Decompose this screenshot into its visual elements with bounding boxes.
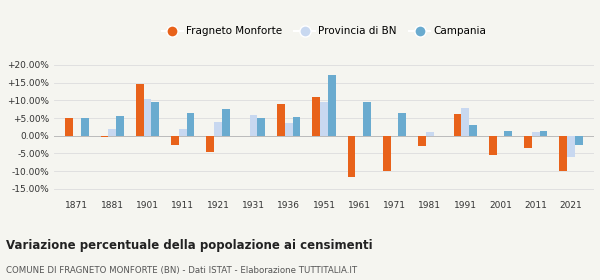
- Bar: [489, 136, 497, 155]
- Bar: [222, 109, 230, 136]
- Bar: [524, 136, 532, 148]
- Bar: [257, 118, 265, 136]
- Bar: [136, 84, 143, 136]
- Bar: [187, 113, 194, 136]
- Bar: [328, 75, 335, 136]
- Bar: [398, 113, 406, 136]
- Bar: [418, 136, 426, 146]
- Bar: [313, 97, 320, 136]
- Bar: [347, 136, 355, 176]
- Bar: [293, 117, 301, 136]
- Bar: [285, 123, 293, 136]
- Bar: [454, 115, 461, 136]
- Bar: [426, 132, 434, 136]
- Bar: [179, 129, 187, 136]
- Bar: [469, 125, 477, 136]
- Bar: [171, 136, 179, 144]
- Text: COMUNE DI FRAGNETO MONFORTE (BN) - Dati ISTAT - Elaborazione TUTTITALIA.IT: COMUNE DI FRAGNETO MONFORTE (BN) - Dati …: [6, 266, 357, 275]
- Bar: [532, 132, 539, 136]
- Bar: [277, 104, 285, 136]
- Bar: [539, 132, 547, 136]
- Bar: [575, 136, 583, 144]
- Bar: [206, 136, 214, 152]
- Bar: [559, 136, 567, 171]
- Bar: [214, 122, 222, 136]
- Bar: [109, 129, 116, 136]
- Bar: [363, 102, 371, 136]
- Bar: [151, 102, 159, 136]
- Bar: [320, 102, 328, 136]
- Bar: [101, 136, 109, 137]
- Bar: [461, 108, 469, 136]
- Legend: Fragneto Monforte, Provincia di BN, Campania: Fragneto Monforte, Provincia di BN, Camp…: [158, 22, 490, 40]
- Bar: [143, 99, 151, 136]
- Bar: [116, 116, 124, 136]
- Bar: [505, 132, 512, 136]
- Bar: [567, 136, 575, 157]
- Bar: [81, 118, 89, 136]
- Text: Variazione percentuale della popolazione ai censimenti: Variazione percentuale della popolazione…: [6, 239, 373, 252]
- Bar: [383, 136, 391, 171]
- Bar: [250, 115, 257, 136]
- Bar: [65, 118, 73, 136]
